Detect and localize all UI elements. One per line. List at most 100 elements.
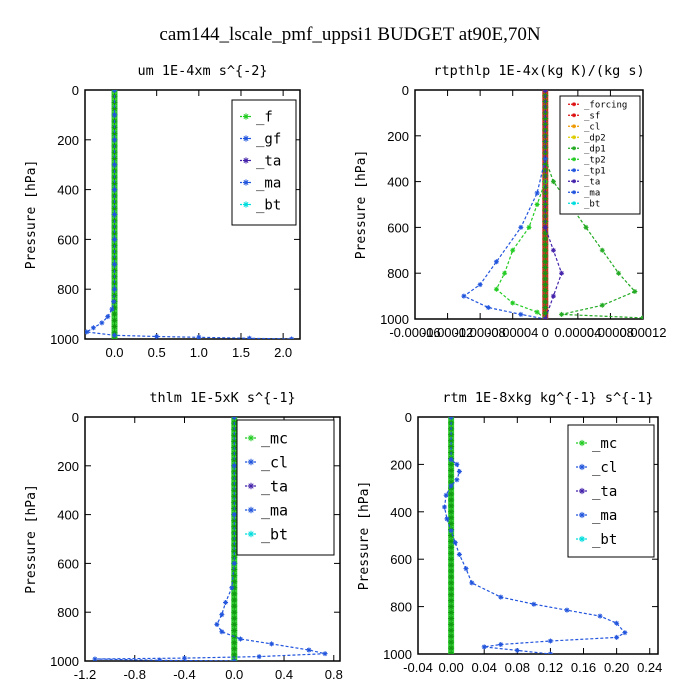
data-point [597,613,603,619]
data-point [231,645,238,652]
data-point [112,162,118,168]
x-tick-label: 0.04 [472,660,497,675]
x-tick-label: -0.00016 [389,325,440,340]
y-axis-label: Pressure [hPa] [357,481,372,591]
legend-entry: _cl [592,460,617,476]
x-tick-label: 0.24 [637,660,662,675]
y-tick-label: 1000 [50,654,79,669]
x-tick-label: -1.2 [74,667,96,682]
y-tick-label: 600 [57,232,79,247]
data-point [542,195,549,202]
data-point [622,630,628,636]
legend-entry: _bt [592,532,617,548]
data-point [196,334,202,339]
data-point [542,156,548,162]
legend-entry: _sf [584,111,600,121]
legend-swatch-marker [572,201,576,206]
data-point [231,572,238,579]
data-point [531,601,537,607]
series-group [85,90,295,339]
legend-entry: _bt [584,199,600,209]
data-point [614,620,620,626]
data-point [550,293,556,299]
legend-swatch-marker [578,439,586,447]
chart-title: rtm 1E-8xkg kg^{-1} s^{-1} [442,390,653,406]
data-point [463,566,469,572]
data-point [454,461,460,467]
plot-frame [417,416,659,655]
y-tick-label: 0 [72,410,79,425]
x-tick-label: 2.0 [274,345,292,360]
data-point [231,468,238,475]
data-point [534,190,540,196]
chart-title: rtpthlp 1E-4x(kg K)/(kg s) [433,63,644,79]
legend-entry: _cl [261,453,288,471]
data-point [448,437,455,444]
x-tick-label: 0.00 [438,660,463,675]
data-point [448,615,455,622]
data-point [518,224,524,230]
legend-entry: _gf [256,131,281,147]
data-point [223,599,229,605]
data-point [231,548,238,555]
legend-entry: _bt [261,525,288,543]
data-point [444,516,450,522]
y-tick-label: 600 [387,220,409,235]
data-point [231,639,238,646]
data-point [112,137,118,143]
legend-swatch-marker [572,190,576,195]
y-tick-label: 800 [390,600,412,615]
data-point [214,621,220,627]
data-point [219,629,225,635]
legend-entry: _tp1 [584,166,606,176]
legend: _f _gf _ta _ma _bt [231,99,297,226]
data-point [111,205,118,212]
data-point [448,483,454,489]
x-tick-label: 0.00008 [587,325,634,340]
data-point [231,523,238,530]
data-point [229,585,235,591]
chart-title: thlm 1E-5xK s^{-1} [149,390,295,406]
data-point [448,573,455,580]
data-point [231,597,238,603]
legend-entry: _cl [584,122,600,132]
y-tick-label: 600 [390,552,412,567]
data-point [231,578,238,585]
x-tick-label: 0.16 [571,660,596,675]
data-point [550,247,556,253]
data-point [542,190,549,197]
data-point [542,115,549,122]
data-point [542,247,549,254]
y-tick-label: 800 [57,282,79,297]
legend-swatch-marker [247,530,255,538]
y-tick-label: 0 [402,83,409,98]
data-point [526,224,532,230]
data-point [448,645,455,652]
data-point [154,334,160,339]
data-point [322,651,328,657]
data-point [542,201,549,208]
data-point [542,281,549,288]
data-point [542,316,548,319]
data-point [547,651,553,654]
data-point [231,621,238,628]
data-point [599,247,605,253]
y-tick-label: 0 [405,410,412,425]
y-tick-label: 200 [57,459,79,474]
y-tick-label: 1000 [380,312,409,327]
data-point [534,309,540,315]
data-point [231,651,238,658]
data-point [542,293,549,300]
x-tick-label: 0.8 [325,667,343,682]
data-point [448,627,455,634]
data-point [231,542,238,549]
data-point [448,496,455,503]
data-point [219,612,225,618]
data-point [99,320,105,326]
legend-entry: _dp2 [584,133,606,143]
data-point [448,562,455,569]
data-point [231,560,237,566]
data-point [534,202,540,207]
legend-swatch-marker [578,463,586,471]
